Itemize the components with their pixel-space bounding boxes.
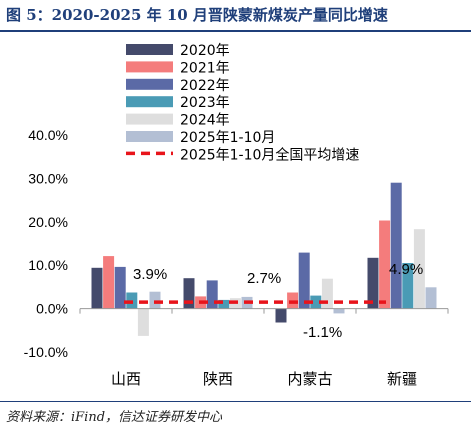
bar bbox=[275, 308, 287, 323]
source-note: 资料来源：iFind，信达证券研发中心 bbox=[6, 410, 223, 425]
bar bbox=[367, 257, 379, 309]
x-tick-label: 陕西 bbox=[203, 370, 233, 388]
bar bbox=[321, 278, 333, 309]
value-annotation: 4.9% bbox=[389, 261, 423, 278]
y-tick-label: 20.0% bbox=[28, 214, 68, 230]
annotations: 3.9% 2.7% -1.1% 4.9% bbox=[133, 261, 423, 341]
x-tick-label: 山西 bbox=[111, 370, 141, 388]
bar bbox=[91, 267, 103, 309]
legend-label: 2023年 bbox=[180, 95, 230, 111]
x-tick-label: 内蒙古 bbox=[287, 370, 332, 388]
legend-swatch bbox=[126, 113, 173, 125]
x-tick-label: 新疆 bbox=[387, 370, 417, 388]
y-axis: -10.0% 0.0% 10.0% 20.0% 30.0% 40.0% bbox=[24, 127, 68, 360]
legend-label: 2024年 bbox=[180, 113, 230, 129]
legend-label: 2022年 bbox=[180, 78, 230, 94]
bar bbox=[206, 280, 218, 309]
source-rule bbox=[0, 401, 471, 402]
bar bbox=[413, 229, 425, 309]
x-axis: 山西 陕西 内蒙古 新疆 bbox=[79, 308, 449, 388]
bar bbox=[402, 263, 414, 309]
y-tick-label: 10.0% bbox=[28, 257, 68, 273]
value-annotation: 3.9% bbox=[133, 266, 167, 283]
bar bbox=[103, 256, 115, 309]
legend-swatch bbox=[126, 78, 173, 90]
bar bbox=[218, 299, 230, 309]
legend-label: 2020年 bbox=[180, 43, 230, 59]
y-tick-label: 30.0% bbox=[28, 170, 68, 186]
bar bbox=[333, 308, 345, 314]
bar bbox=[137, 308, 149, 336]
bar bbox=[298, 252, 310, 309]
y-tick-label: -10.0% bbox=[24, 344, 68, 360]
legend-label: 2021年 bbox=[180, 60, 230, 76]
y-tick-label: 40.0% bbox=[28, 127, 68, 143]
legend-swatch bbox=[126, 44, 173, 55]
bar bbox=[390, 182, 402, 309]
bar bbox=[183, 278, 195, 309]
bar bbox=[310, 295, 322, 309]
legend-label: 2025年1-10月 bbox=[180, 130, 275, 146]
value-annotation: -1.1% bbox=[303, 324, 342, 341]
figure-title: 图 5：2020-2025 年 10 月晋陕蒙新煤炭产量同比增速 bbox=[6, 6, 388, 24]
value-annotation: 2.7% bbox=[247, 270, 281, 287]
title-bar: 图 5：2020-2025 年 10 月晋陕蒙新煤炭产量同比增速 bbox=[0, 0, 471, 30]
bar bbox=[149, 291, 161, 309]
y-tick-label: 0.0% bbox=[36, 301, 68, 317]
legend-swatch bbox=[126, 131, 173, 142]
bar bbox=[425, 287, 437, 309]
title-rule bbox=[0, 30, 471, 32]
bar bbox=[114, 266, 126, 309]
legend-label: 2025年1-10月全国平均增速 bbox=[180, 146, 359, 163]
legend-swatch bbox=[126, 61, 173, 73]
legend-swatch bbox=[126, 96, 173, 108]
bar bbox=[379, 220, 391, 309]
